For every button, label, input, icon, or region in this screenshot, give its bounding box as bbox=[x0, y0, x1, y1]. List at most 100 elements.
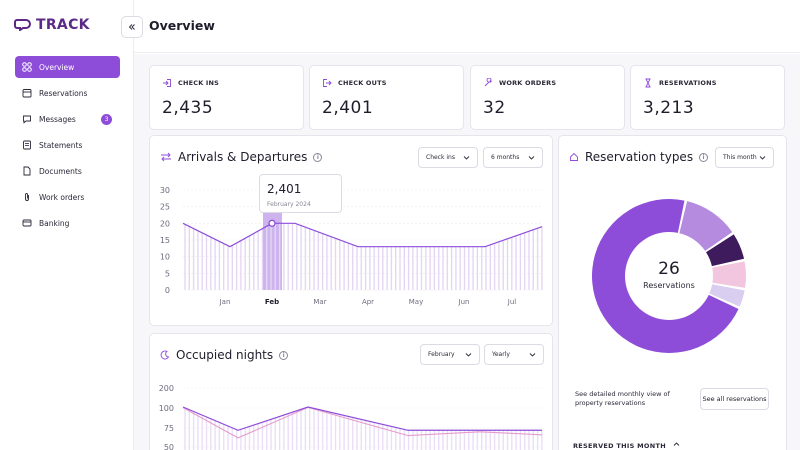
stat-value: 2,435 bbox=[162, 98, 214, 118]
stat-label-row: CHECK OUTS bbox=[322, 78, 387, 88]
info-icon[interactable]: i bbox=[279, 350, 289, 360]
panel-title: Arrivals & Departures bbox=[178, 150, 308, 164]
chevron-up-icon bbox=[673, 442, 679, 446]
occupied-title-row: Occupied nights i bbox=[160, 348, 289, 362]
reservation-note: See detailed monthly view of property re… bbox=[575, 390, 670, 407]
sidebar-item-label: Overview bbox=[39, 62, 75, 72]
file-icon bbox=[23, 166, 31, 176]
x-tick-label: Mar bbox=[313, 298, 326, 306]
y-tick-label: 25 bbox=[160, 203, 170, 212]
house-icon bbox=[570, 152, 578, 161]
x-tick-label: Apr bbox=[362, 298, 374, 306]
y-tick-label: 50 bbox=[164, 443, 174, 450]
info-icon[interactable]: i bbox=[699, 152, 709, 162]
sidebar-item-label: Statements bbox=[39, 140, 83, 150]
chevron-down-icon bbox=[759, 156, 766, 160]
stat-card-reservations[interactable]: RESERVATIONS 3,213 bbox=[630, 65, 785, 130]
donut-slice bbox=[679, 201, 733, 251]
chart-tooltip: 2,401 February 2024 bbox=[259, 174, 342, 213]
donut-center: 26 Reservations bbox=[594, 259, 744, 319]
reservation-types-range-select[interactable]: This month bbox=[715, 147, 774, 168]
stat-value: 3,213 bbox=[643, 98, 695, 118]
sidebar-nav: Overview Reservations Messages 3 Stateme… bbox=[15, 56, 120, 238]
y-tick-label: 100 bbox=[159, 404, 174, 413]
donut-total-label: Reservations bbox=[643, 281, 695, 290]
reserved-header-label: RESERVED THIS MONTH bbox=[573, 442, 666, 450]
stat-label-row: RESERVATIONS bbox=[643, 78, 717, 88]
donut-slice bbox=[709, 284, 745, 307]
series-line bbox=[182, 406, 542, 431]
select-value: Check ins bbox=[426, 154, 455, 161]
select-value: 6 months bbox=[491, 154, 520, 161]
donut-total: 26 bbox=[658, 259, 680, 279]
occupied-month-select[interactable]: February bbox=[420, 344, 480, 365]
reservation-types-title-row: Reservation types i bbox=[569, 150, 709, 164]
chevron-down-icon bbox=[463, 156, 470, 160]
chat-icon bbox=[23, 115, 31, 124]
select-value: Yearly bbox=[492, 351, 510, 358]
chevrons-left-icon bbox=[128, 24, 135, 30]
x-tick-label: Feb bbox=[265, 298, 279, 306]
x-tick-label: May bbox=[409, 298, 423, 306]
stat-label-row: CHECK INS bbox=[162, 78, 219, 88]
sidebar-item-work-orders[interactable]: Work orders bbox=[15, 186, 120, 208]
arrivals-range-select[interactable]: 6 months bbox=[483, 147, 543, 168]
y-tick-label: 10 bbox=[160, 253, 170, 262]
stat-value: 32 bbox=[483, 98, 506, 118]
messages-count-badge: 3 bbox=[101, 114, 112, 125]
occupied-nights-panel: Occupied nights i February Yearly 200 100… bbox=[149, 333, 553, 450]
stat-label: CHECK INS bbox=[178, 79, 220, 87]
login-icon bbox=[163, 79, 171, 87]
arrivals-chart: 0 5 10 15 20 25 30 Feb Mar Apr May Jun Jul Jan bbox=[160, 186, 543, 306]
see-all-reservations-button[interactable]: See all reservations bbox=[700, 388, 769, 410]
document-icon bbox=[23, 140, 31, 150]
tooltip-value: 2,401 bbox=[267, 182, 302, 196]
reservation-types-panel: Reservation types i This month 26 Reserv… bbox=[558, 135, 787, 450]
sidebar-item-label: Banking bbox=[39, 218, 70, 228]
occupied-chart: 200 100 75 50 bbox=[159, 384, 543, 450]
sidebar-item-overview[interactable]: Overview bbox=[15, 56, 120, 78]
y-tick-label: 30 bbox=[160, 186, 170, 195]
y-tick-label: 75 bbox=[164, 424, 174, 433]
arrivals-title-row: Arrivals & Departures i bbox=[160, 150, 323, 164]
sidebar-item-statements[interactable]: Statements bbox=[15, 134, 120, 156]
x-tick-label: Jun bbox=[458, 298, 470, 306]
stat-card-check-ins[interactable]: CHECK INS 2,435 bbox=[149, 65, 304, 130]
sidebar-item-label: Documents bbox=[39, 166, 82, 176]
track-logo-icon bbox=[14, 19, 31, 31]
sidebar-item-banking[interactable]: Banking bbox=[15, 212, 120, 234]
highlight-band bbox=[263, 188, 282, 290]
app-name: TRACK bbox=[36, 17, 90, 33]
series-line bbox=[182, 406, 543, 439]
arrivals-type-select[interactable]: Check ins bbox=[418, 147, 478, 168]
stat-card-work-orders[interactable]: WORK ORDERS 32 bbox=[470, 65, 625, 130]
card-icon bbox=[22, 219, 32, 227]
reservation-types-donut bbox=[592, 199, 746, 353]
stat-value: 2,401 bbox=[322, 98, 374, 118]
reserved-this-month-toggle[interactable]: RESERVED THIS MONTH bbox=[573, 441, 680, 450]
y-tick-label: 15 bbox=[160, 236, 170, 245]
hourglass-icon bbox=[645, 78, 651, 88]
sidebar-item-reservations[interactable]: Reservations bbox=[15, 82, 120, 104]
moon-icon bbox=[160, 350, 170, 360]
arrivals-departures-panel: Arrivals & Departures i Check ins 6 mont… bbox=[149, 135, 553, 326]
series-line bbox=[182, 222, 543, 248]
info-icon[interactable]: i bbox=[313, 152, 323, 162]
y-tick-label: 200 bbox=[159, 384, 174, 393]
occupied-period-select[interactable]: Yearly bbox=[484, 344, 544, 365]
chevron-down-icon bbox=[528, 156, 535, 160]
sidebar-item-label: Work orders bbox=[39, 192, 85, 202]
sidebar-item-messages[interactable]: Messages 3 bbox=[15, 108, 120, 130]
grid-icon bbox=[22, 62, 32, 72]
select-value: February bbox=[428, 351, 455, 358]
app-logo[interactable]: TRACK bbox=[14, 17, 90, 33]
calendar-icon bbox=[22, 89, 32, 98]
stat-label: WORK ORDERS bbox=[499, 79, 557, 87]
stat-card-check-outs[interactable]: CHECK OUTS 2,401 bbox=[309, 65, 464, 130]
sidebar-item-documents[interactable]: Documents bbox=[15, 160, 120, 182]
wrench-icon bbox=[484, 78, 492, 87]
collapse-sidebar-button[interactable] bbox=[121, 16, 143, 38]
chevron-down-icon bbox=[465, 353, 472, 357]
y-tick-label: 0 bbox=[165, 286, 170, 295]
sidebar: TRACK Overview Reservations Messages 3 bbox=[0, 0, 134, 450]
